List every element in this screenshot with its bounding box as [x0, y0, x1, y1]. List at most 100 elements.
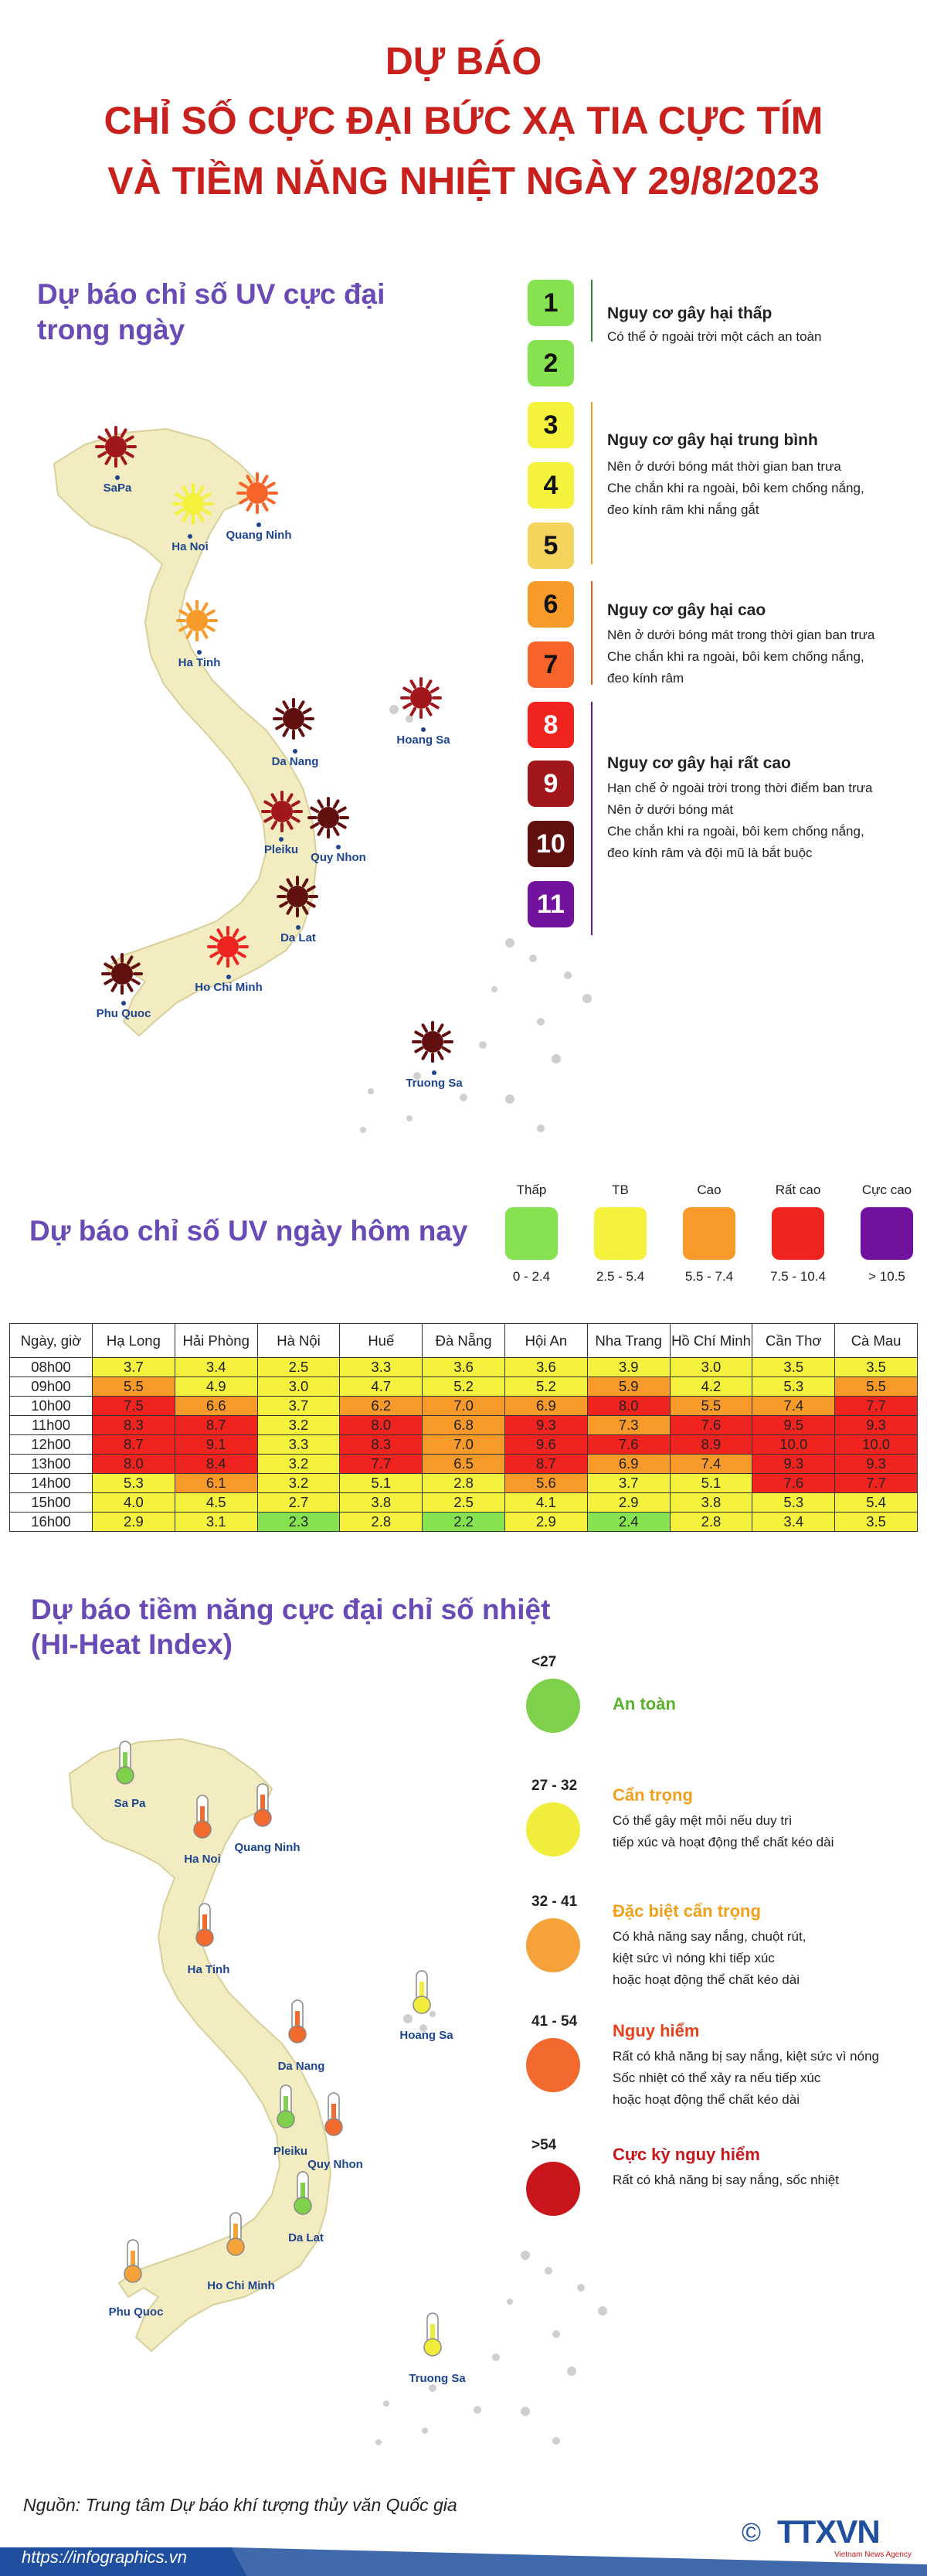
- hi-city-label: Ho Chi Minh: [207, 2279, 274, 2292]
- table-value-cell: 10.0: [834, 1434, 918, 1455]
- table-value-cell: 2.9: [504, 1512, 588, 1532]
- heat-range-label: <27: [531, 1654, 557, 1670]
- uv-scale-box-3: 3: [528, 402, 574, 448]
- legend-label: Cực cao: [861, 1183, 912, 1197]
- thermometer-icon: Da Lat: [288, 2171, 324, 2244]
- sun-marker-1: SaPa: [95, 426, 137, 495]
- legend-swatch: [772, 1207, 824, 1260]
- legend-swatch: [594, 1207, 647, 1260]
- sun-marker-7: Pleiku: [261, 791, 303, 856]
- category-low-line-1: Có thể ở ngoài trời một cách an toàn: [607, 329, 822, 344]
- table-hour-cell: 15h00: [9, 1492, 93, 1513]
- table-value-cell: 5.3: [752, 1376, 836, 1397]
- table-value-cell: 2.7: [256, 1492, 341, 1513]
- table-value-cell: 5.2: [422, 1376, 505, 1397]
- table-hour-cell: 12h00: [9, 1434, 93, 1455]
- table-value-cell: 4.2: [669, 1376, 753, 1397]
- divider-medium: [591, 402, 593, 564]
- hi-city-label: Truong Sa: [409, 2372, 466, 2385]
- sun-marker-8: Quy Nhon: [307, 797, 366, 864]
- thermometer-icon: Phu Quoc: [109, 2239, 163, 2319]
- legend-label: Thấp: [516, 1183, 547, 1197]
- footer-bar: [0, 2547, 927, 2576]
- table-value-cell: 9.6: [504, 1434, 588, 1455]
- heat-level-description: Có thể gây mệt mỏi nếu duy trì: [613, 1813, 793, 1828]
- table-column-header: Hội An: [504, 1323, 588, 1358]
- table-hour-cell: 10h00: [9, 1396, 93, 1416]
- hi-city-label: Da Nang: [278, 2060, 325, 2073]
- table-hour-cell: 09h00: [9, 1376, 93, 1397]
- table-value-cell: 6.2: [339, 1396, 423, 1416]
- divider-low: [591, 280, 593, 342]
- thermometer-icon: Ha Tinh: [188, 1903, 229, 1976]
- legend-range: > 10.5: [868, 1269, 905, 1284]
- legend-range: 5.5 - 7.4: [684, 1269, 734, 1284]
- islands: [360, 702, 592, 1133]
- table-value-cell: 2.9: [92, 1512, 175, 1532]
- heat-level-title: Nguy hiểm: [613, 2021, 700, 2040]
- table-value-cell: 3.2: [256, 1415, 341, 1435]
- table-column-header: Hà Nội: [256, 1323, 341, 1358]
- table-value-cell: 2.8: [669, 1512, 753, 1532]
- copyright-icon: ©: [742, 2518, 762, 2547]
- heat-index-title-line-1: Dự báo tiềm năng cực đại chỉ số nhiệt: [31, 1594, 551, 1625]
- table-hour-cell: 08h00: [9, 1357, 93, 1377]
- category-high-line-3: đeo kính râm: [607, 671, 684, 686]
- sun-marker-9: Da Lat: [277, 876, 318, 944]
- table-value-cell: 3.5: [834, 1357, 918, 1377]
- table-value-cell: 4.9: [174, 1376, 258, 1397]
- table-value-cell: 3.4: [752, 1512, 836, 1532]
- divider-very-high: [591, 702, 593, 935]
- heat-level-description: hoặc hoạt động thể chất kéo dài: [613, 1972, 800, 1987]
- table-hour-cell: 13h00: [9, 1454, 93, 1474]
- logo-text: TTXVN: [777, 2513, 881, 2550]
- category-medium-line-2: Che chắn khi ra ngoài, bôi kem chống nắn…: [607, 481, 864, 495]
- heat-range-label: >54: [531, 2137, 557, 2153]
- table-value-cell: 8.7: [504, 1454, 588, 1474]
- uv-today-title: Dự báo chỉ số UV ngày hôm nay: [29, 1215, 468, 1247]
- table-column-header: Nha Trang: [586, 1323, 671, 1358]
- sun-marker-2: Ha Noi: [171, 483, 214, 553]
- table-value-cell: 2.4: [586, 1512, 671, 1532]
- table-value-cell: 4.1: [504, 1492, 588, 1513]
- table-value-cell: 6.8: [422, 1415, 505, 1435]
- table-column-header: Hạ Long: [92, 1323, 175, 1358]
- table-header-row: Ngày, giờ Hạ Long Hải Phòng Hà Nội Huế Đà Nẵ…: [9, 1323, 918, 1358]
- table-value-cell: 7.6: [586, 1434, 671, 1455]
- table-value-cell: 5.5: [92, 1376, 175, 1397]
- table-value-cell: 3.8: [339, 1492, 423, 1513]
- thermometer-icon: Ha Noi: [184, 1795, 221, 1866]
- table-value-cell: 3.3: [256, 1434, 341, 1455]
- uv-city-label: Quang Ninh: [226, 529, 292, 542]
- ttxvn-logo: © TTXVN Vietnam News Agency: [742, 2512, 919, 2559]
- table-value-cell: 5.2: [504, 1376, 588, 1397]
- category-very-high-title: Nguy cơ gây hại rất cao: [607, 754, 791, 772]
- table-value-cell: 7.0: [422, 1434, 505, 1455]
- table-value-cell: 9.5: [752, 1415, 836, 1435]
- thermometer-icon: Quy Nhon: [307, 2092, 363, 2171]
- table-value-cell: 3.2: [256, 1454, 341, 1474]
- category-very-high-line-1: Hạn chế ở ngoài trời trong thời điểm ban…: [607, 781, 873, 795]
- uv-scale-box-6: 6: [528, 581, 574, 628]
- table-column-header: Cà Mau: [834, 1323, 918, 1358]
- table-column-header: Hồ Chí Minh: [669, 1323, 753, 1358]
- legend-range: 7.5 - 10.4: [770, 1269, 826, 1284]
- uv-city-label: Da Lat: [280, 931, 316, 944]
- thermometer-icon: Da Nang: [278, 1999, 325, 2073]
- table-value-cell: 2.9: [586, 1492, 671, 1513]
- hi-city-label: Quang Ninh: [235, 1841, 301, 1854]
- table-value-cell: 9.3: [752, 1454, 836, 1474]
- heat-level-title: Cẩn trọng: [613, 1785, 693, 1805]
- hi-city-label: Da Lat: [288, 2231, 324, 2244]
- table-body: 08h00 3.7 3.4 2.5 3.3 3.6 3.6 3.9 3.0 3.5 3.5 09h00…: [9, 1357, 918, 1532]
- table-value-cell: 8.7: [92, 1434, 175, 1455]
- footer-url-link[interactable]: https://infographics.vn: [22, 2547, 188, 2567]
- table-value-cell: 6.1: [174, 1473, 258, 1493]
- table-row: 08h00 3.7 3.4 2.5 3.3 3.6 3.6 3.9 3.0 3.5 3.5: [9, 1357, 918, 1377]
- uv-city-label: Da Nang: [272, 755, 319, 768]
- table-value-cell: 3.0: [256, 1376, 341, 1397]
- table-corner: Ngày, giờ: [9, 1323, 93, 1358]
- title-line-2: CHỈ SỐ CỰC ĐẠI BỨC XẠ TIA CỰC TÍM: [104, 99, 823, 142]
- table-value-cell: 9.1: [174, 1434, 258, 1455]
- uv-scale-box-10: 10: [528, 821, 574, 867]
